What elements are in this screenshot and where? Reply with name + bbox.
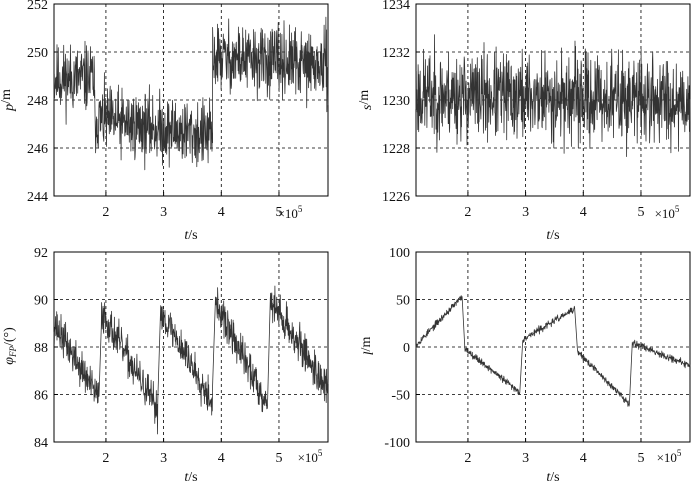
x-tick-labels: 2 3 4 5 bbox=[464, 205, 644, 220]
x-axis-label: t/s bbox=[184, 228, 197, 243]
x-exponent: ×105 bbox=[655, 204, 680, 221]
x-tick-label: 5 bbox=[637, 451, 644, 466]
y-axis-label: p/m bbox=[0, 89, 17, 112]
y-tick-label: 244 bbox=[27, 190, 48, 205]
y-tick-label: 50 bbox=[396, 294, 410, 309]
series-line bbox=[415, 34, 691, 157]
panel-p: 244 246 248 250 252 2 3 4 5 ×105 t/s p/m bbox=[0, 0, 329, 243]
y-tick-label: -100 bbox=[384, 436, 410, 451]
plot-frame bbox=[53, 251, 329, 443]
series-line bbox=[53, 285, 329, 435]
y-tick-label: 1232 bbox=[382, 46, 410, 61]
x-exponent: ×105 bbox=[278, 204, 303, 221]
series-line bbox=[415, 295, 691, 407]
x-exponent: ×105 bbox=[298, 448, 323, 465]
x-tick-label: 4 bbox=[218, 451, 225, 466]
traces bbox=[415, 34, 691, 157]
x-tick-label: 2 bbox=[102, 205, 109, 220]
panel-phi: 84 86 88 90 92 2 3 4 5 ×105 t/s φFP/(°) bbox=[2, 246, 329, 485]
x-axis-label: t/s bbox=[184, 470, 197, 485]
x-exponent: ×105 bbox=[657, 448, 682, 465]
x-tick-label: 3 bbox=[522, 205, 529, 220]
y-axis-label: φFP/(°) bbox=[2, 327, 18, 365]
y-tick-label: 0 bbox=[403, 341, 410, 356]
y-tick-label: 1234 bbox=[382, 0, 410, 13]
x-tick-label: 2 bbox=[102, 451, 109, 466]
y-tick-label: 246 bbox=[27, 142, 48, 157]
y-tick-label: 90 bbox=[34, 294, 48, 309]
y-tick-label: 252 bbox=[27, 0, 48, 13]
x-tick-label: 5 bbox=[275, 205, 282, 220]
y-axis-label: s/m bbox=[357, 90, 375, 110]
y-tick-label: 250 bbox=[27, 46, 48, 61]
y-tick-label: 1226 bbox=[382, 190, 410, 205]
y-tick-label: 88 bbox=[34, 341, 48, 356]
x-tick-labels: 2 3 4 5 bbox=[102, 205, 282, 220]
x-tick-label: 4 bbox=[580, 451, 587, 466]
x-tick-label: 4 bbox=[580, 205, 587, 220]
y-tick-label: -50 bbox=[391, 389, 410, 404]
y-tick-labels: 1226 1228 1230 1232 1234 bbox=[382, 0, 410, 205]
x-tick-label: 5 bbox=[637, 205, 644, 220]
panel-l: -100 -50 0 50 100 2 3 4 5 ×105 t/s l/m bbox=[359, 246, 691, 485]
panel-s: 1226 1228 1230 1232 1234 2 3 4 5 ×105 t/s s/m bbox=[357, 0, 691, 243]
x-tick-labels: 2 3 4 5 bbox=[464, 451, 644, 466]
x-tick-label: 3 bbox=[160, 205, 167, 220]
y-tick-label: 92 bbox=[34, 246, 48, 261]
y-tick-label: 248 bbox=[27, 94, 48, 109]
traces bbox=[53, 16, 329, 171]
y-axis-label: l/m bbox=[359, 337, 377, 356]
traces bbox=[53, 285, 329, 435]
x-tick-label: 3 bbox=[522, 451, 529, 466]
x-tick-label: 4 bbox=[218, 205, 225, 220]
y-tick-label: 1228 bbox=[382, 142, 410, 157]
y-tick-label: 1230 bbox=[382, 94, 410, 109]
series-line bbox=[53, 16, 329, 171]
x-tick-label: 2 bbox=[464, 451, 471, 466]
x-tick-label: 5 bbox=[275, 451, 282, 466]
traces bbox=[415, 295, 691, 407]
plot-frame bbox=[415, 251, 691, 443]
grid bbox=[54, 251, 328, 443]
y-tick-labels: 244 246 248 250 252 bbox=[27, 0, 48, 205]
y-tick-labels: 84 86 88 90 92 bbox=[34, 246, 48, 451]
x-axis-label: t/s bbox=[546, 228, 559, 243]
grid bbox=[416, 251, 690, 443]
y-tick-label: 100 bbox=[389, 246, 410, 261]
x-tick-label: 3 bbox=[160, 451, 167, 466]
x-axis-label: t/s bbox=[546, 470, 559, 485]
y-tick-label: 86 bbox=[34, 389, 48, 404]
y-tick-label: 84 bbox=[34, 436, 48, 451]
x-tick-label: 2 bbox=[464, 205, 471, 220]
y-tick-labels: -100 -50 0 50 100 bbox=[384, 246, 410, 451]
x-tick-labels: 2 3 4 5 bbox=[102, 451, 282, 466]
